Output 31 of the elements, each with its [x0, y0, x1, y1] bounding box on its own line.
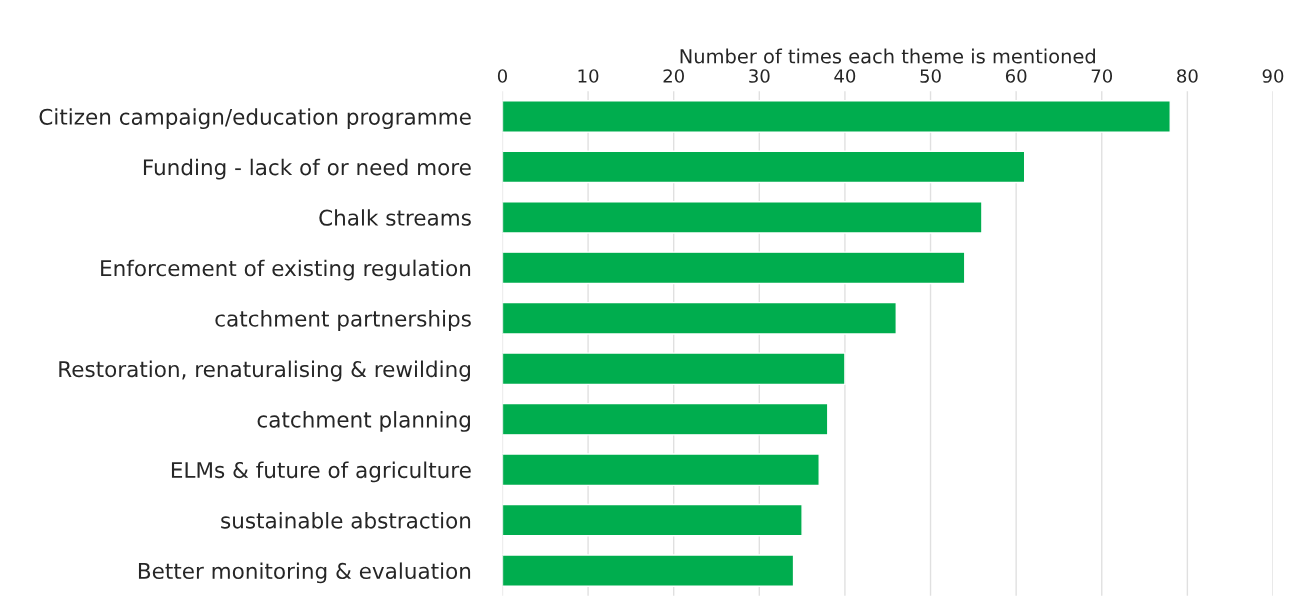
y-tick-label: Enforcement of existing regulation [101, 259, 471, 281]
bar [502, 201, 983, 234]
x-tick-label: 0 [497, 69, 507, 83]
bar [502, 352, 846, 386]
bar [502, 402, 829, 436]
y-tick-label: Citizen campaign/education programme [39, 108, 471, 130]
x-tick-label: 40 [834, 69, 856, 83]
bar [502, 251, 966, 285]
bar [502, 503, 803, 537]
x-tick-label: 80 [1177, 69, 1198, 83]
y-tick-label: catchment partnerships [215, 310, 471, 331]
y-tick-label: Chalk streams [319, 209, 471, 226]
x-tick-label: 20 [663, 69, 684, 83]
x-axis-title: Number of times each theme is mentioned [680, 48, 1095, 64]
y-tick-label: Better monitoring & evaluation [138, 562, 471, 584]
y-tick-label: Restoration, renaturalising & rewilding [59, 360, 470, 382]
y-tick-label: catchment planning [257, 411, 470, 432]
x-tick-label: 70 [1091, 69, 1113, 83]
bar [502, 554, 795, 587]
x-tick-label: 50 [920, 69, 941, 83]
bar [502, 150, 1026, 184]
x-tick-label: 90 [1262, 69, 1284, 83]
y-tick-label: Funding - lack of or need more [143, 158, 471, 180]
y-tick-label: sustainable abstraction [221, 511, 471, 529]
bar [502, 453, 820, 487]
bar [502, 301, 897, 335]
bar [502, 100, 1171, 133]
x-tick-label: 30 [749, 69, 770, 83]
x-tick-label: 60 [1005, 69, 1027, 83]
y-tick-label: ELMs & future of agriculture [171, 461, 471, 483]
x-tick-label: 10 [578, 69, 599, 83]
